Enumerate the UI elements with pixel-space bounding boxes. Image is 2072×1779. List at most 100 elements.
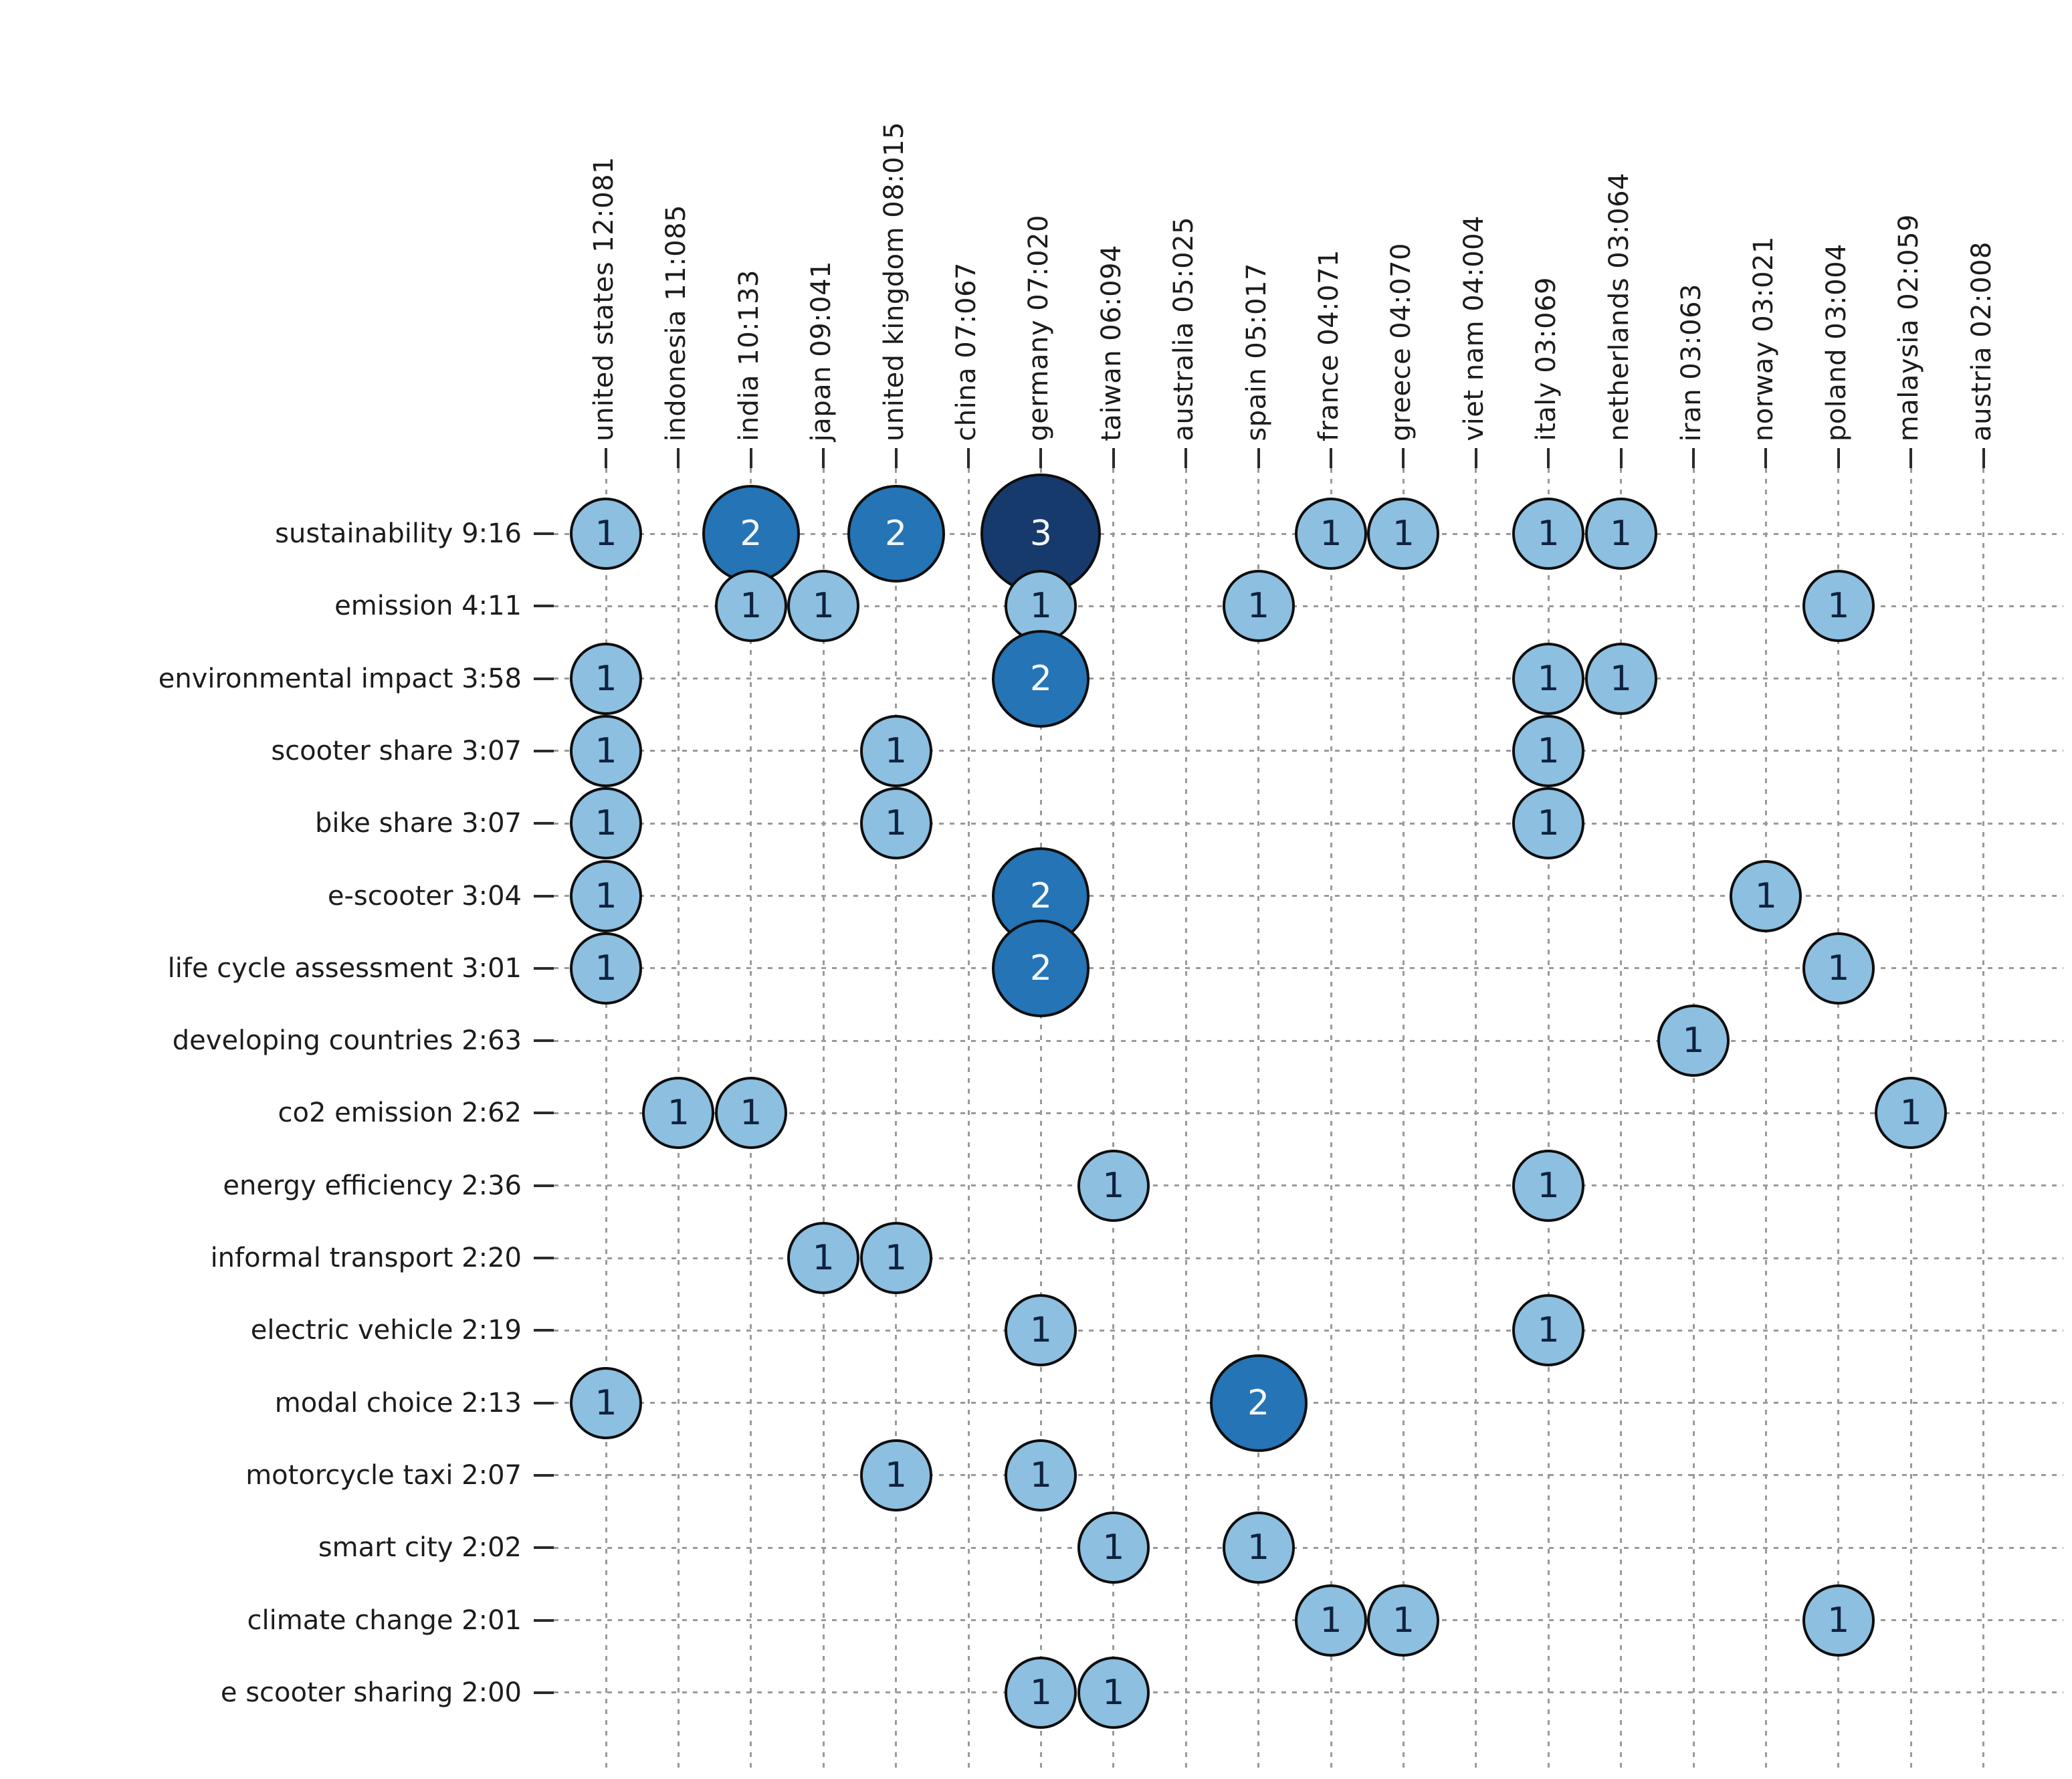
bubble: 1 [1802,1584,1875,1657]
grid-line-vertical [967,468,970,1774]
grid-line-vertical [1039,468,1042,1774]
x-axis-label: italy 03:069 [1531,277,1562,441]
bubble-value: 1 [1610,514,1633,554]
bubble-value: 2 [885,514,908,554]
bubble-value: 1 [1392,1600,1415,1641]
bubble-value: 1 [1102,1672,1125,1713]
x-axis-tick [1257,448,1260,468]
bubble: 1 [1077,1511,1150,1584]
bubble: 1 [1875,1077,1948,1150]
grid-line-vertical [895,468,898,1774]
bubble-value: 1 [667,1093,690,1134]
bubble-value: 1 [1537,1310,1560,1351]
bubble: 1 [1512,714,1585,787]
x-axis-tick [1764,448,1768,468]
x-axis-tick [894,448,898,468]
grid-line-vertical [1184,468,1187,1774]
bubble: 1 [1584,498,1657,570]
grid-line-vertical [1692,468,1695,1774]
bubble: 1 [1512,642,1585,715]
x-axis-tick [1837,448,1840,468]
y-axis-tick [534,677,554,680]
bubble-value: 2 [1029,875,1052,916]
x-axis-tick [1692,448,1695,468]
y-axis-label: energy efficiency 2:36 [223,1170,522,1201]
bubble-value: 1 [1320,1600,1342,1641]
grid-line-horizontal [554,1329,2063,1332]
y-axis-tick [534,1112,554,1115]
bubble: 1 [1077,1149,1150,1222]
bubble-value: 1 [740,586,762,627]
bubble: 1 [642,1077,715,1150]
grid-line-horizontal [554,1039,2063,1042]
bubble-value: 1 [595,803,617,844]
grid-line-horizontal [554,1257,2063,1259]
bubble: 1 [1295,1584,1367,1657]
bubble-value: 2 [740,514,762,554]
bubble-value: 1 [885,1238,908,1278]
bubble: 1 [1367,1584,1440,1657]
y-axis-tick [534,1184,554,1187]
bubble-value: 1 [1537,803,1560,844]
grid-line-vertical [605,468,607,1774]
bubble-value: 1 [1392,514,1415,554]
bubble: 1 [1730,859,1802,932]
bubble: 2 [702,485,800,583]
x-axis-tick [1039,448,1043,468]
bubble-value: 1 [885,1455,908,1495]
bubble: 1 [570,932,642,1005]
grid-line-horizontal [554,895,2063,897]
bubble-value: 1 [1247,1528,1270,1568]
bubble: 1 [1657,1005,1730,1077]
y-axis-label: electric vehicle 2:19 [250,1315,522,1346]
grid-line-vertical [1837,468,1840,1774]
bubble: 2 [847,485,945,583]
bubble-value: 1 [1247,586,1270,627]
y-axis-label: motorcycle taxi 2:07 [245,1459,522,1491]
y-axis-label: scooter share 3:07 [271,735,522,766]
y-axis-tick [534,1618,554,1622]
bubble: 1 [1512,1294,1585,1367]
y-axis-tick [534,1257,554,1259]
grid-line-horizontal [554,1691,2063,1694]
grid-line-horizontal [554,605,2063,607]
bubble: 1 [1512,1149,1585,1222]
y-axis-label: e scooter sharing 2:00 [220,1677,522,1708]
x-axis-label: india 10:133 [733,270,764,441]
y-axis-tick [534,1329,554,1332]
y-axis-tick [534,532,554,535]
bubble-value: 2 [1029,658,1052,699]
bubble-value: 1 [595,658,617,699]
x-axis-label: iran 03:063 [1676,283,1707,441]
x-axis-tick [605,448,607,468]
y-axis-tick [534,605,554,608]
x-axis-tick [967,448,970,468]
grid-line-horizontal [554,750,2063,752]
grid-line-vertical [822,468,825,1774]
x-axis-tick [1330,448,1332,468]
grid-line-horizontal [554,967,2063,970]
bubble: 1 [1222,1511,1295,1584]
x-axis-label: united states 12:081 [589,156,619,441]
x-axis-tick [1112,448,1115,468]
y-axis-label: climate change 2:01 [247,1604,522,1636]
x-axis-label: australia 05:025 [1168,217,1200,441]
bubble: 1 [570,714,642,787]
bubble: 1 [570,498,642,570]
bubble: 1 [1077,1656,1150,1729]
bubble: 1 [787,1222,860,1294]
grid-line-vertical [1764,468,1767,1774]
bubble-value: 1 [1102,1528,1125,1568]
y-axis-label: smart city 2:02 [318,1532,522,1564]
bubble: 2 [992,629,1090,728]
grid-line-horizontal [554,1546,2063,1549]
bubble-value: 1 [1102,1165,1125,1206]
grid-line-vertical [1475,468,1477,1774]
y-axis-label: emission 4:11 [334,591,522,622]
y-axis-label: sustainability 9:16 [275,518,522,549]
bubble-value: 1 [595,1382,617,1423]
bubble-value: 1 [1537,514,1560,554]
bubble-value: 2 [1029,948,1052,988]
y-axis-tick [534,1039,554,1043]
